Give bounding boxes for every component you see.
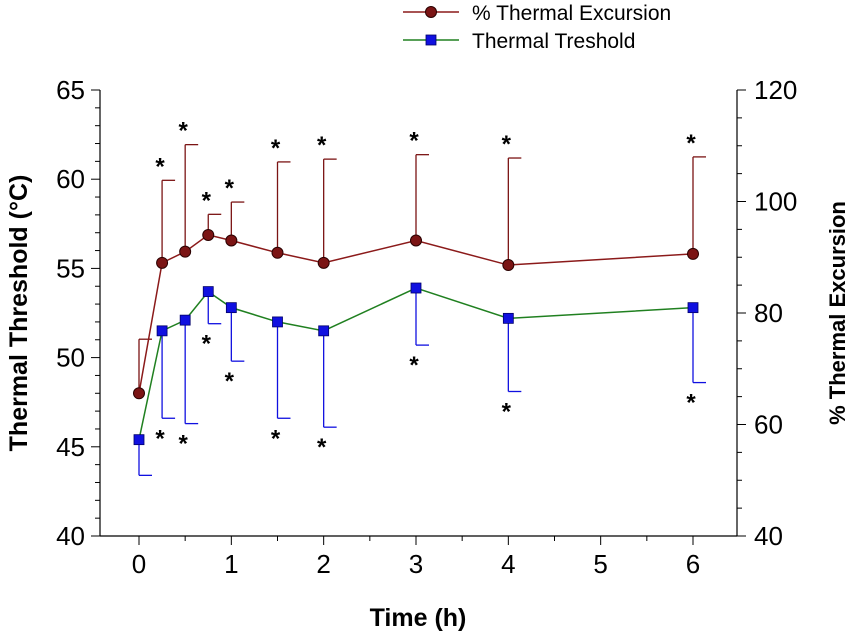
- excursion-series: [133, 143, 706, 400]
- threshold-significance-star: *: [686, 390, 696, 417]
- x-tick-label: 3: [409, 549, 423, 579]
- threshold-point: [318, 325, 330, 337]
- x-tick-label: 4: [501, 549, 515, 579]
- y-left-tick-label: 45: [56, 432, 85, 462]
- excursion-line: [138, 234, 694, 394]
- threshold-point: [133, 434, 145, 446]
- y-right-tick-label: 60: [754, 410, 783, 440]
- x-tick-label: 1: [224, 549, 238, 579]
- excursion-point: [502, 259, 515, 272]
- y-right-tick-label: 100: [754, 187, 797, 217]
- y-right-tick-label: 120: [754, 75, 797, 105]
- significance-stars: * * * * * * * * * * * * * * * * * *: [155, 118, 696, 462]
- excursion-significance-star: *: [271, 135, 281, 162]
- y-right-tick-label: 40: [754, 521, 783, 551]
- y-axis-left-title: Thermal Threshold (°C): [5, 175, 33, 452]
- threshold-significance-star: *: [155, 425, 165, 452]
- threshold-series: [133, 282, 706, 476]
- threshold-point: [272, 316, 283, 328]
- threshold-significance-star: *: [178, 431, 188, 458]
- excursion-significance-star: *: [409, 128, 419, 155]
- threshold-point: [179, 314, 191, 326]
- y-left-tick-label: 50: [56, 343, 85, 373]
- excursion-point: [317, 256, 330, 269]
- threshold-significance-star: *: [271, 425, 281, 452]
- excursion-point: [225, 234, 238, 247]
- y-left-tick-label: 60: [56, 164, 85, 194]
- excursion-significance-star: *: [686, 130, 696, 157]
- threshold-significance-star: *: [317, 434, 327, 461]
- x-tick-label: 6: [686, 549, 700, 579]
- legend-threshold-marker: [425, 34, 437, 46]
- excursion-point: [133, 387, 145, 400]
- x-axis-title: Time (h): [370, 604, 467, 632]
- excursion-significance-star: *: [202, 187, 212, 214]
- threshold-significance-star: *: [502, 398, 512, 425]
- excursion-point: [410, 234, 422, 247]
- y-left-tick-label: 40: [56, 521, 85, 551]
- threshold-significance-star: *: [202, 331, 212, 358]
- threshold-point: [202, 286, 214, 297]
- threshold-point: [410, 282, 422, 294]
- excursion-point: [687, 247, 699, 260]
- legend-excursion-marker: [425, 6, 437, 18]
- threshold-point: [502, 312, 514, 324]
- x-tick-label: 0: [132, 549, 146, 579]
- excursion-significance-star: *: [317, 132, 327, 159]
- y-left-tick-label: 65: [56, 75, 85, 105]
- threshold-significance-star: *: [225, 368, 235, 395]
- excursion-point: [271, 246, 284, 259]
- x-tick-label: 2: [316, 549, 330, 579]
- excursion-significance-star: *: [178, 118, 188, 145]
- threshold-point: [225, 302, 237, 314]
- legend: % Thermal Excursion Thermal Treshold: [403, 2, 671, 53]
- legend-threshold-label: Thermal Treshold: [472, 30, 635, 53]
- excursion-point: [156, 256, 169, 269]
- legend-excursion-label: % Thermal Excursion: [472, 2, 671, 25]
- excursion-significance-star: *: [155, 153, 165, 180]
- threshold-point: [156, 325, 168, 337]
- threshold-point: [687, 302, 699, 314]
- y-right-tick-label: 80: [754, 298, 783, 328]
- threshold-line: [138, 287, 694, 440]
- threshold-significance-star: *: [409, 352, 419, 379]
- y-left-tick-label: 55: [56, 253, 85, 283]
- excursion-point: [202, 228, 215, 241]
- excursion-point: [179, 245, 192, 258]
- excursion-significance-star: *: [502, 131, 512, 158]
- excursion-significance-star: *: [225, 175, 235, 202]
- x-tick-label: 5: [593, 549, 607, 579]
- series-layer: * * * * * * * * * * * * * * * * * *: [133, 118, 706, 476]
- y-axis-right-title: % Thermal Excursion: [825, 201, 850, 425]
